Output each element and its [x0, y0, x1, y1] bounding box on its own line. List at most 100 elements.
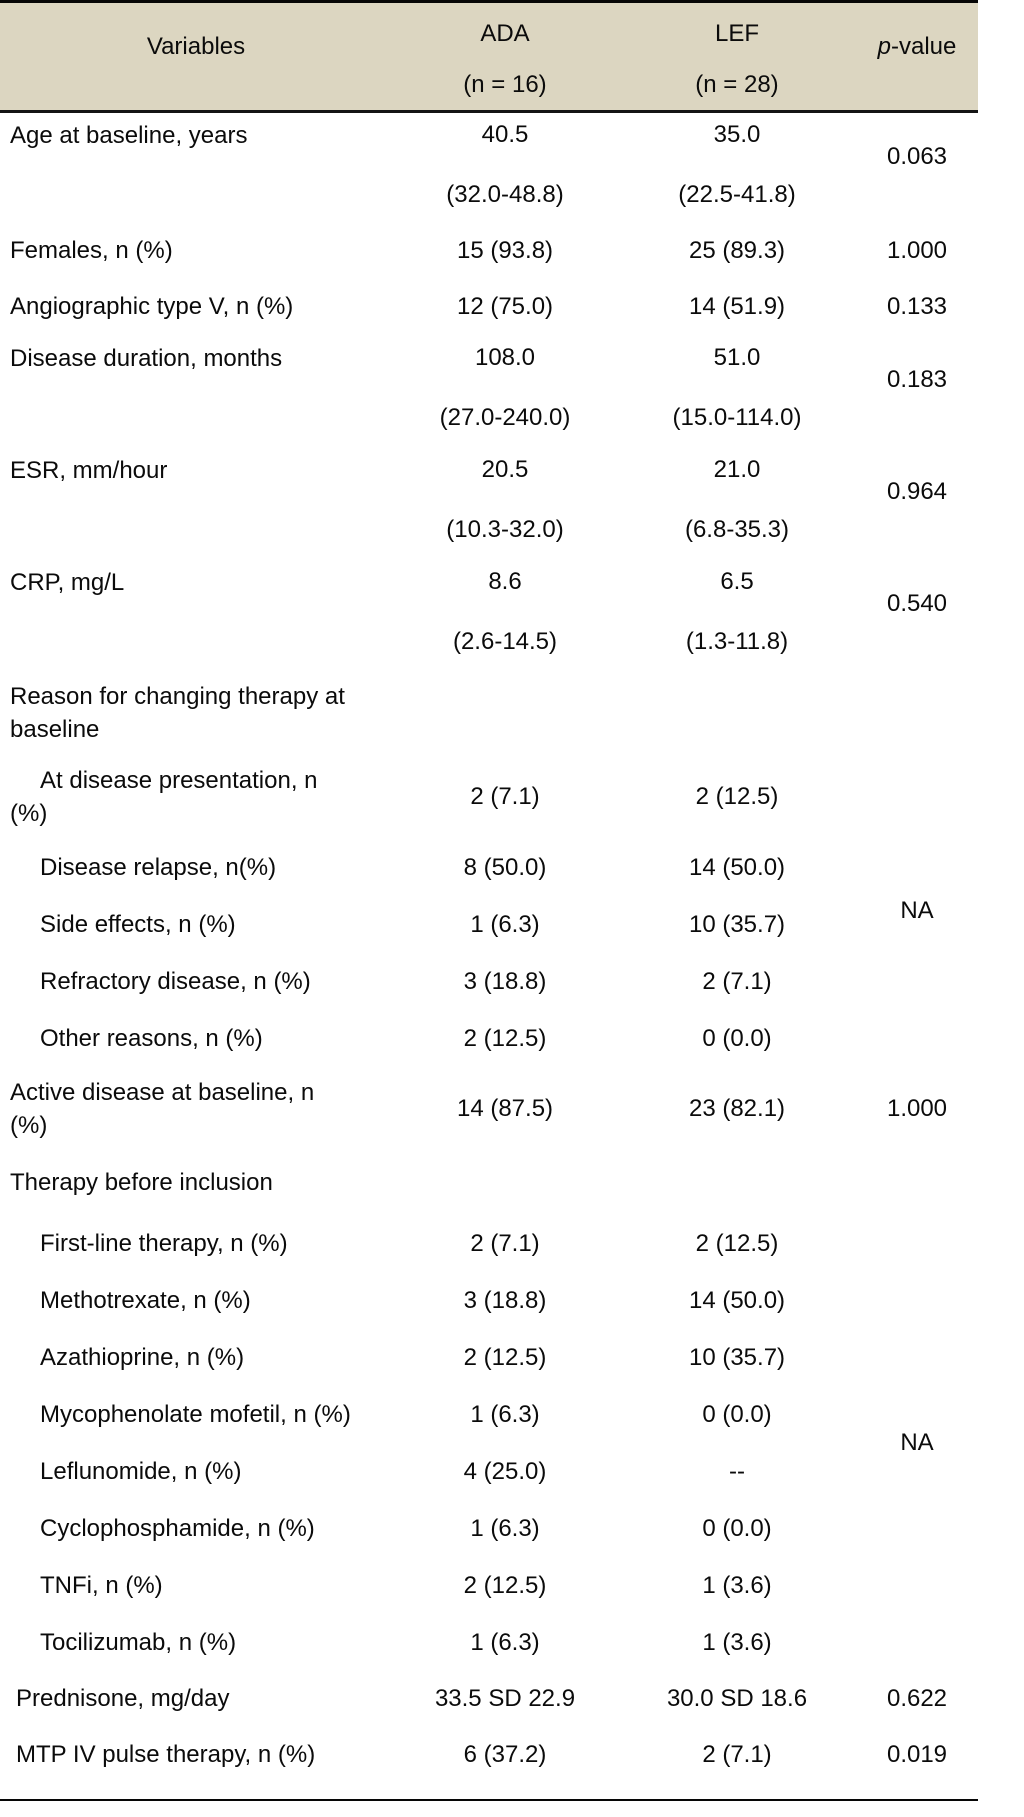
table-row: Angiographic type V, n (%) 12 (75.0) 14 … — [0, 280, 978, 336]
lef-iqr: (22.5-41.8) — [678, 181, 796, 209]
ada-value: 1 (6.3) — [470, 1514, 540, 1542]
lef-value: -- — [729, 1457, 745, 1485]
p-value — [856, 1152, 978, 1216]
table-row: Females, n (%) 15 (93.8) 25 (89.3) 1.000 — [0, 224, 978, 280]
lef-header-stack: LEF (n = 28) — [618, 12, 856, 101]
variable-label: Active disease at baseline, n (%) — [10, 1079, 315, 1139]
column-header-ada: ADA (n = 16) — [392, 1, 618, 113]
p-value: 0.133 — [886, 293, 948, 321]
p-value: 0.063 — [886, 143, 948, 171]
lef-value: 14 (51.9) — [688, 293, 786, 321]
variable-label: Other reasons, n (%) — [40, 1024, 263, 1052]
lef-value: 0 (0.0) — [702, 1514, 772, 1542]
lef-value: 10 (35.7) — [688, 1343, 786, 1371]
ada-value: 33.5 SD 22.9 — [434, 1685, 576, 1713]
ada-value: 2 (12.5) — [463, 1343, 547, 1371]
table-row: Methotrexate, n (%) 3 (18.8) 14 (50.0) — [0, 1273, 978, 1330]
variable-label: Angiographic type V, n (%) — [10, 293, 294, 321]
ada-header-name: ADA — [480, 20, 530, 48]
table-row: At disease presentation, n (%) 2 (7.1) 2… — [0, 756, 978, 924]
ada-iqr: (10.3-32.0) — [446, 515, 564, 543]
table-row: Leflunomide, n (%) 4 (25.0) -- — [0, 1444, 978, 1501]
ada-median: 40.5 — [481, 121, 529, 148]
table-row: Disease duration, months 108.0 (27.0-240… — [0, 336, 978, 448]
lef-value: 0 (0.0) — [702, 1400, 772, 1428]
ada-header-n: (n = 16) — [463, 70, 547, 98]
ada-value: 6 (37.2) — [463, 1741, 547, 1769]
column-header-pvalue: p-value — [856, 1, 978, 113]
table-row: TNFi, n (%) 2 (12.5) 1 (3.6) — [0, 1558, 978, 1615]
p-value: 0.019 — [886, 1741, 948, 1769]
column-header-variables: Variables — [0, 1, 392, 113]
section-label: Reason for changing therapy at baseline — [10, 683, 345, 743]
table-row: ESR, mm/hour 20.5 (10.3-32.0) 21.0 (6.8-… — [0, 448, 978, 560]
ada-value: 8.6 (2.6-14.5) — [392, 560, 618, 672]
ada-median: 8.6 — [488, 567, 522, 595]
variable-label: CRP, mg/L — [10, 568, 125, 596]
lef-value: 21.0 (6.8-35.3) — [618, 448, 856, 560]
variable-label: Cyclophosphamide, n (%) — [40, 1514, 315, 1542]
lef-iqr: (6.8-35.3) — [684, 515, 790, 543]
ada-value: 2 (12.5) — [463, 1024, 547, 1052]
variable-label: Mycophenolate mofetil, n (%) — [40, 1400, 351, 1428]
lef-median: 35.0 — [713, 121, 761, 148]
variable-label: Age at baseline, years — [10, 122, 248, 149]
lef-median: 51.0 — [713, 343, 761, 371]
ada-value: 1 (6.3) — [470, 1628, 540, 1656]
lef-value: 51.0 (15.0-114.0) — [618, 336, 856, 448]
p-value: 1.000 — [886, 1095, 948, 1123]
table-row: Age at baseline, years 40.5 (32.0-48.8) … — [0, 112, 978, 224]
ada-value: 2 (12.5) — [463, 1571, 547, 1599]
variable-label: ESR, mm/hour — [10, 456, 168, 484]
table-row: First-line therapy, n (%) 2 (7.1) 2 (12.… — [0, 1216, 978, 1457]
lef-value — [618, 1152, 856, 1216]
ada-value: 8 (50.0) — [463, 853, 547, 881]
variable-label: Methotrexate, n (%) — [40, 1286, 251, 1314]
lef-header-n: (n = 28) — [695, 70, 779, 98]
variable-label: At disease presentation, n (%) — [10, 767, 318, 827]
variable-label: Prednisone, mg/day — [16, 1685, 230, 1713]
pvalue-header-suffix: -value — [890, 33, 957, 61]
variable-label: Side effects, n (%) — [40, 910, 236, 938]
section-label: Therapy before inclusion — [10, 1169, 273, 1197]
ada-iqr: (2.6-14.5) — [452, 627, 558, 655]
ada-header-stack: ADA (n = 16) — [392, 12, 618, 101]
lef-iqr: (15.0-114.0) — [672, 403, 802, 431]
table-row: Other reasons, n (%) 2 (12.5) 0 (0.0) — [0, 1011, 978, 1068]
lef-value: 2 (7.1) — [702, 1741, 772, 1769]
lef-value: 0 (0.0) — [702, 1024, 772, 1052]
lef-value: 1 (3.6) — [702, 1571, 772, 1599]
ada-value — [392, 1152, 618, 1216]
variable-label: Disease duration, months — [10, 344, 283, 372]
lef-value: 25 (89.3) — [688, 237, 786, 265]
lef-value: 1 (3.6) — [702, 1628, 772, 1656]
variable-label: Leflunomide, n (%) — [40, 1457, 242, 1485]
variable-label: Tocilizumab, n (%) — [40, 1628, 237, 1656]
lef-value: 2 (12.5) — [695, 1229, 779, 1257]
bottom-border-cell — [0, 1783, 978, 1801]
lef-value: 23 (82.1) — [688, 1095, 786, 1123]
ada-value: 4 (25.0) — [463, 1457, 547, 1485]
table-row: Tocilizumab, n (%) 1 (6.3) 1 (3.6) — [0, 1615, 978, 1672]
section-header-row: Reason for changing therapy at baseline — [0, 672, 978, 756]
ada-value: 20.5 (10.3-32.0) — [392, 448, 618, 560]
p-value: NA — [900, 897, 934, 925]
lef-value: 14 (50.0) — [688, 1286, 786, 1314]
table-row: Active disease at baseline, n (%) 14 (87… — [0, 1068, 978, 1152]
ada-iqr: (27.0-240.0) — [439, 403, 571, 431]
variable-label: TNFi, n (%) — [40, 1571, 163, 1599]
variable-label: MTP IV pulse therapy, n (%) — [16, 1741, 316, 1769]
table-row: Prednisone, mg/day 33.5 SD 22.9 30.0 SD … — [0, 1672, 978, 1728]
column-header-lef: LEF (n = 28) — [618, 1, 856, 113]
lef-median: 21.0 — [713, 455, 761, 483]
p-value — [856, 672, 978, 756]
lef-value: 6.5 (1.3-11.8) — [618, 560, 856, 672]
variable-label: Females, n (%) — [10, 237, 173, 265]
p-value: NA — [900, 1429, 934, 1457]
ada-value: 40.5 (32.0-48.8) — [392, 112, 618, 224]
p-value: 0.622 — [886, 1685, 948, 1713]
ada-median: 20.5 — [481, 455, 529, 483]
variable-label: Refractory disease, n (%) — [40, 967, 311, 995]
table-header-row: Variables ADA (n = 16) LEF (n = 28) p-va… — [0, 1, 978, 113]
table-row: Side effects, n (%) 1 (6.3) 10 (35.7) — [0, 897, 978, 954]
